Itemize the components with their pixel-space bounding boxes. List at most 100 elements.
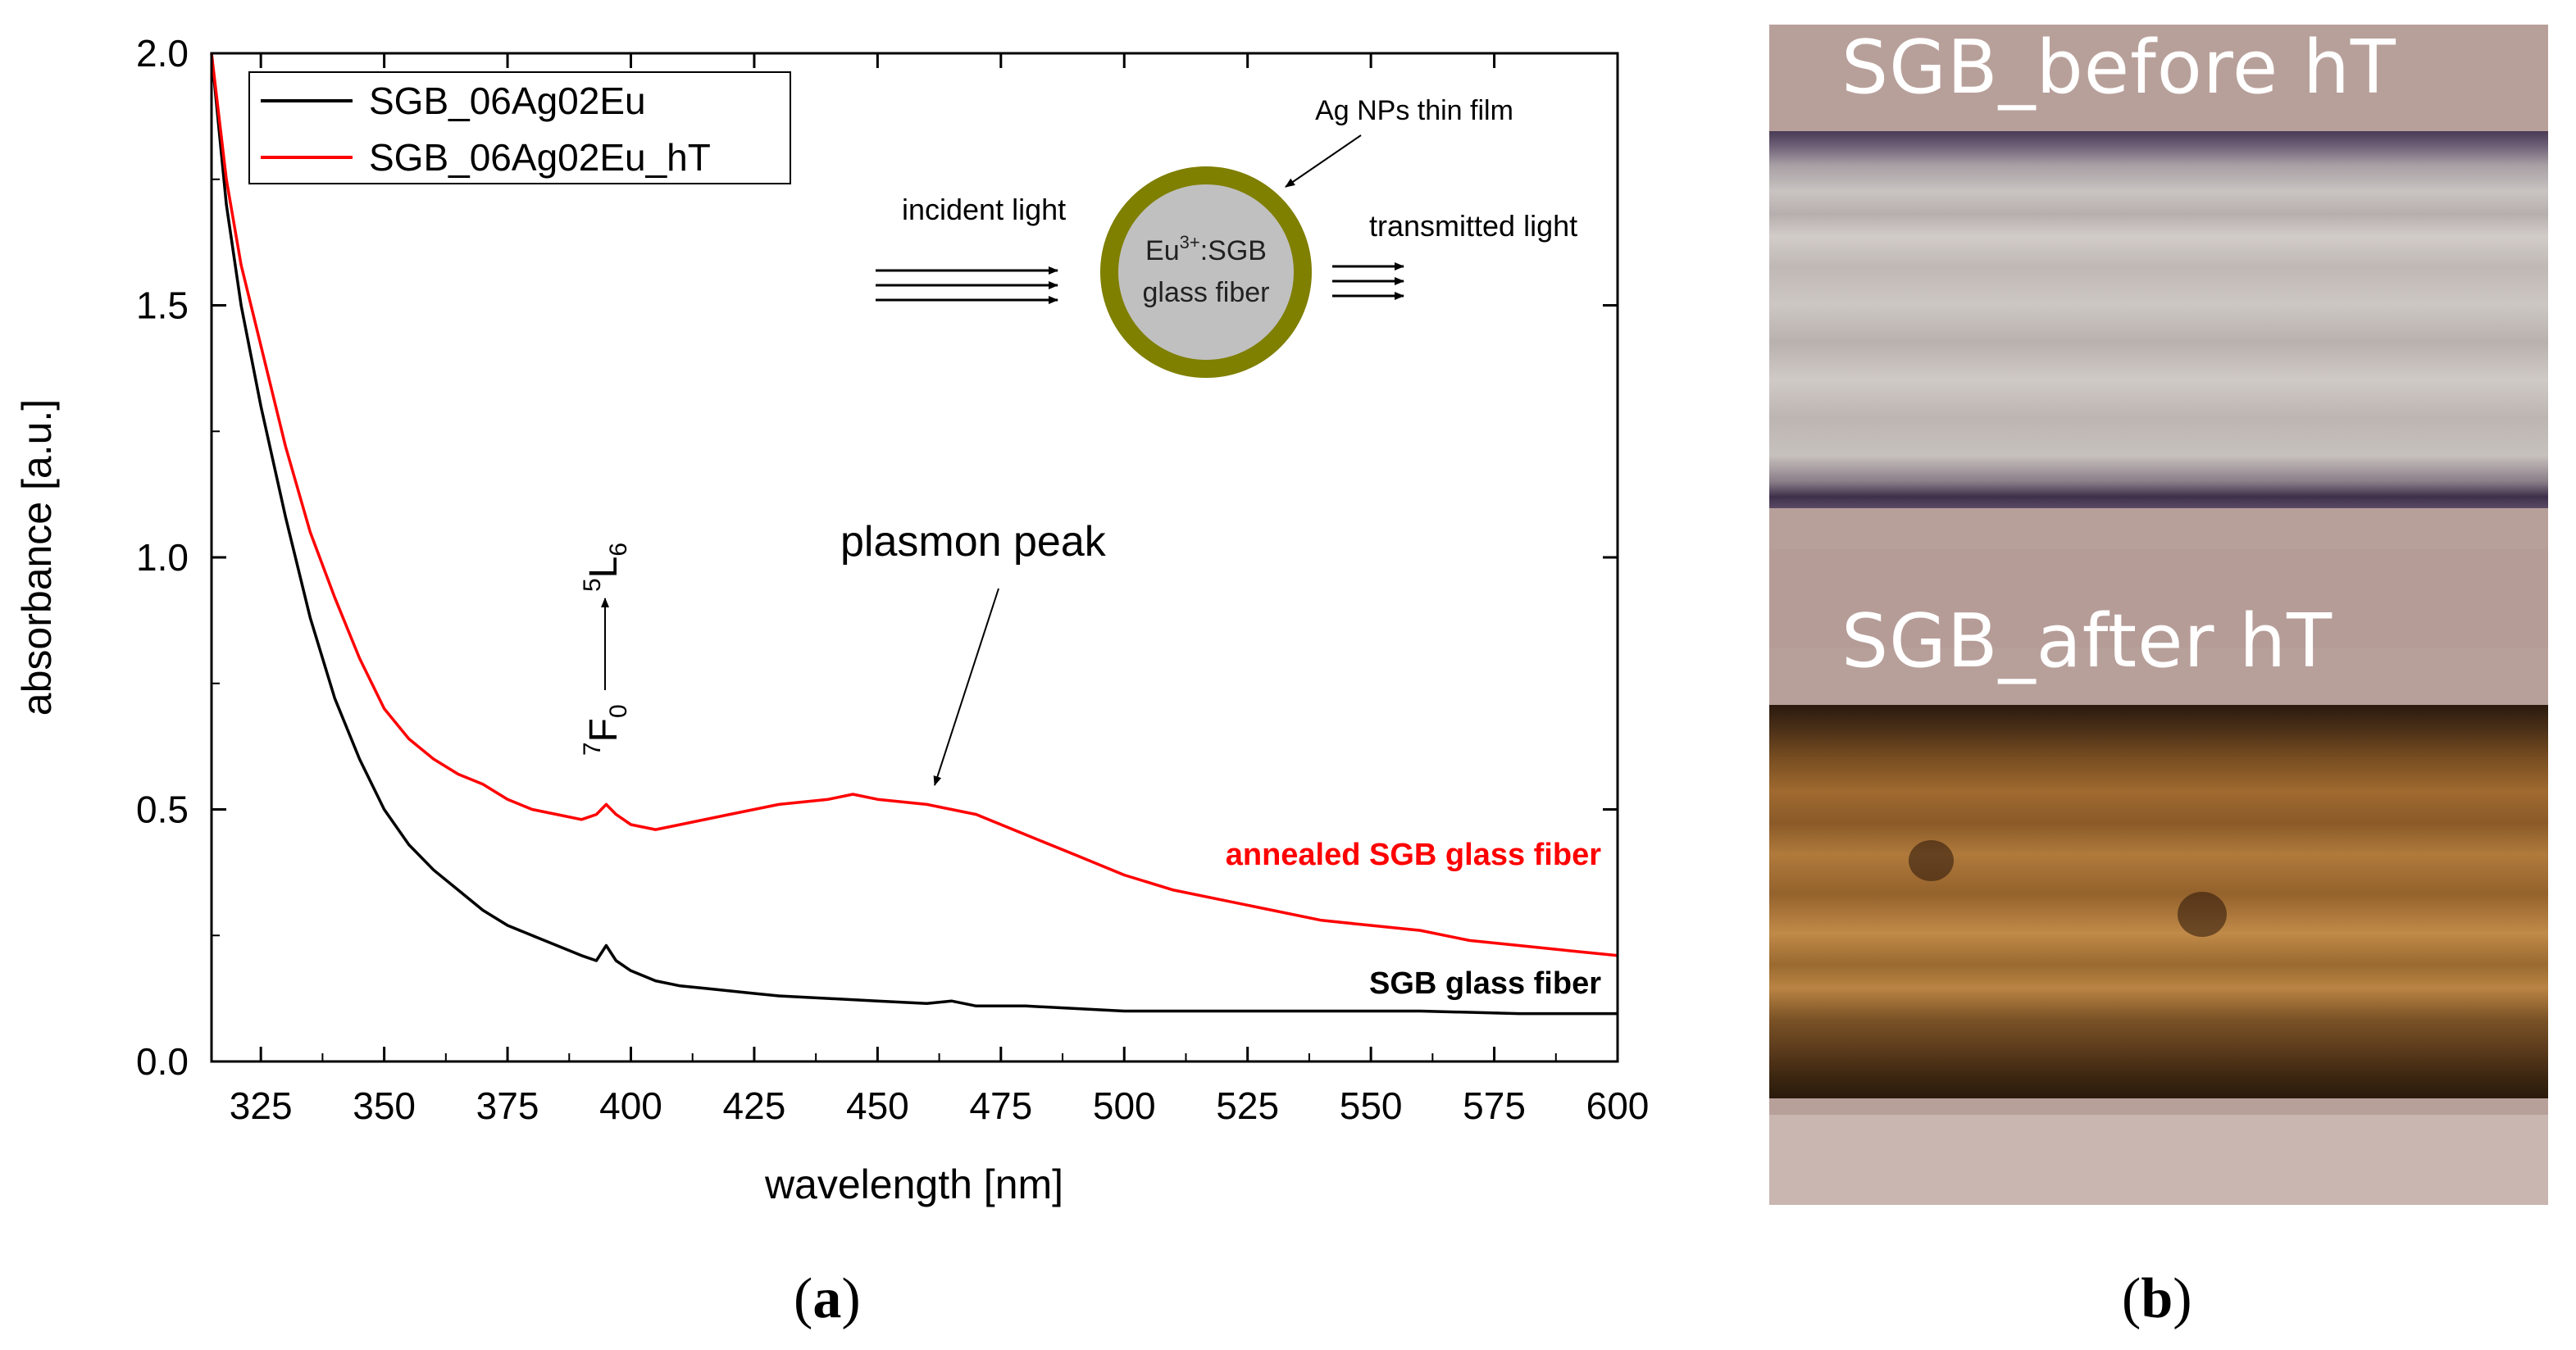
x-tick-label: 425 <box>723 1084 786 1127</box>
x-tick-label: 350 <box>353 1084 416 1127</box>
series-1-point <box>580 955 582 957</box>
plasmon-peak-arrow <box>933 588 999 786</box>
series-2-point <box>384 708 385 709</box>
film-label: Ag NPs thin film <box>1315 95 1513 126</box>
series-1-point <box>482 910 484 911</box>
series-2-point <box>1469 939 1470 941</box>
series-1-point <box>225 204 227 205</box>
series-2-point <box>615 814 617 816</box>
series-2-point <box>778 803 780 805</box>
series-1-point <box>1025 1005 1026 1007</box>
series-2-point <box>1419 930 1421 931</box>
y-axis-ticks: 0.0 0.5 1.0 1.5 2.0 <box>136 32 1618 1083</box>
panel-label-a: (a) <box>794 1267 861 1330</box>
series-1-point <box>556 945 558 946</box>
series-1-point <box>753 993 755 994</box>
panel-a-letter: a <box>812 1267 842 1330</box>
inset-schematic: incident light Eu3+:SGB glass fiber Ag N… <box>876 95 1577 378</box>
transition-lower-sub: 0 <box>605 704 632 718</box>
series-2-point <box>1172 889 1174 891</box>
core-sgb-label: :SGB <box>1200 235 1267 266</box>
y-axis-label: absorbance [a.u.] <box>14 399 60 716</box>
y-tick-label: 1.0 <box>136 536 189 579</box>
series-1-point <box>605 945 607 946</box>
panel-b-letter: b <box>2141 1267 2173 1330</box>
series-1-point <box>704 988 706 989</box>
x-tick-label: 475 <box>969 1084 1032 1127</box>
x-tick-label: 400 <box>599 1084 662 1127</box>
svg-text:5L6: 5L6 <box>579 543 632 592</box>
series-1-point <box>507 925 508 926</box>
series-1-point <box>408 844 410 845</box>
series-2-point <box>309 531 311 533</box>
series-2-point <box>433 758 435 760</box>
before-ht-title: SGB_before hT <box>1841 25 2396 111</box>
x-tick-label: 525 <box>1216 1084 1279 1127</box>
fiber-cross-section <box>1100 166 1312 378</box>
series-line-2 <box>210 52 1618 957</box>
series-1-point <box>1518 1013 1520 1015</box>
after-ht-title: SGB_after hT <box>1841 598 2333 684</box>
series-2-point <box>876 798 878 800</box>
series-2-point <box>284 446 286 448</box>
core-eu-sup: 3+ <box>1180 232 1200 252</box>
film-arrow <box>1285 134 1362 188</box>
series-1-point <box>240 305 242 306</box>
micrograph-spot-1 <box>1909 840 1954 881</box>
fiber-micrographs: SGB_before hT SGB_after hT <box>1769 25 2548 1205</box>
series-1-point <box>260 406 262 407</box>
transition-label: 7F0 5L6 <box>579 543 632 756</box>
panel-label-b: (b) <box>2122 1267 2192 1330</box>
x-tick-label: 600 <box>1586 1084 1650 1127</box>
core-glass-fiber-label: glass fiber <box>1143 277 1270 308</box>
svg-text:Eu3+:SGB: Eu3+:SGB <box>1145 232 1267 266</box>
x-tick-label: 550 <box>1340 1084 1403 1127</box>
plasmon-peak-label: plasmon peak <box>840 518 1107 566</box>
series-2-point <box>1074 854 1076 856</box>
series-1-point <box>384 809 385 810</box>
x-tick-label: 500 <box>1093 1084 1156 1127</box>
transmitted-light-label: transmitted light <box>1369 209 1577 243</box>
series-1-point <box>284 516 286 518</box>
series-layer <box>210 52 1618 1016</box>
transition-lower-sup: 7 <box>579 742 606 756</box>
series-1-point <box>1074 1007 1076 1009</box>
micrograph-divider <box>1769 549 2548 648</box>
y-tick-label: 0.0 <box>136 1040 189 1083</box>
series-1-point <box>630 970 631 971</box>
x-tick-label: 575 <box>1463 1084 1526 1127</box>
micrograph-after <box>1769 705 2548 1098</box>
series-2-point <box>260 345 262 347</box>
series-2-point <box>359 657 360 659</box>
series-1-point <box>778 995 780 997</box>
x-tick-label: 375 <box>476 1084 539 1127</box>
x-axis-label: wavelength [nm] <box>764 1161 1063 1207</box>
series-2-point <box>1518 945 1520 946</box>
series-2-point <box>605 803 607 805</box>
transition-upper-sub: 6 <box>605 543 632 557</box>
y-tick-label: 0.5 <box>136 789 189 831</box>
series-2-point <box>926 803 927 805</box>
series-1-point <box>827 998 829 999</box>
transition-upper: L <box>582 557 626 579</box>
x-tick-label: 325 <box>230 1084 293 1127</box>
series-2-point <box>457 774 459 775</box>
micrograph-spot-2 <box>2178 892 2227 937</box>
legend-entry-1: SGB_06Ag02Eu <box>369 80 646 122</box>
series-2-point <box>240 264 242 266</box>
series-1-point <box>655 980 657 982</box>
series-1-point <box>531 934 533 936</box>
series-2-point <box>225 179 227 180</box>
series-2-point <box>507 798 508 800</box>
core-eu-label: Eu <box>1145 235 1180 266</box>
series-1-point <box>951 1000 953 1002</box>
series-1-point <box>926 1002 927 1004</box>
series-2-point <box>556 814 558 816</box>
legend: SGB_06Ag02Eu SGB_06Ag02Eu_hT <box>248 71 791 184</box>
series-2-point <box>827 798 829 800</box>
series-1-point <box>359 758 360 760</box>
micrograph-bottom <box>1769 1115 2548 1205</box>
transition-lower: F <box>582 718 626 742</box>
micrograph-before <box>1769 131 2548 508</box>
x-tick-label: 450 <box>846 1084 909 1127</box>
